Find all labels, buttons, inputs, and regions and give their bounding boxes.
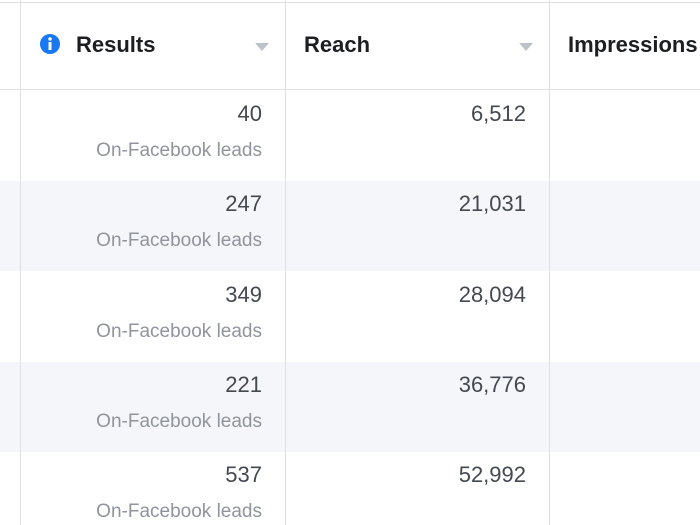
results-value: 221 — [225, 371, 262, 397]
table-row: 247 On-Facebook leads 21,031 — [0, 181, 700, 272]
result-type: On-Facebook leads — [96, 501, 262, 523]
results-value: 247 — [225, 191, 262, 217]
result-type: On-Facebook leads — [96, 230, 262, 252]
results-value: 537 — [225, 462, 262, 488]
table-row: 40 On-Facebook leads 6,512 — [0, 91, 700, 181]
reach-value: 21,031 — [458, 191, 526, 217]
reach-value: 52,992 — [458, 462, 526, 488]
reach-value: 36,776 — [458, 371, 526, 397]
column-border — [20, 0, 21, 525]
reach-value: 28,094 — [458, 281, 526, 307]
column-header[interactable]: Results — [76, 32, 156, 57]
result-type: On-Facebook leads — [96, 140, 262, 161]
column-header[interactable]: Reach — [304, 32, 371, 57]
sort-caret[interactable] — [254, 42, 270, 52]
result-type: On-Facebook leads — [96, 410, 262, 432]
column-header[interactable]: Impressions — [568, 32, 698, 57]
result-type: On-Facebook leads — [96, 320, 262, 342]
table-row: 221 On-Facebook leads 36,776 — [0, 361, 700, 452]
info-icon[interactable] — [39, 33, 61, 55]
column-border — [549, 0, 550, 525]
column-border — [285, 0, 286, 525]
header-bottom-border — [0, 89, 700, 90]
table-row: 537 On-Facebook leads 52,992 — [0, 452, 700, 525]
sort-caret[interactable] — [518, 42, 534, 52]
results-value: 40 — [237, 101, 262, 126]
header-top-border — [0, 2, 700, 3]
reach-value: 6,512 — [470, 101, 526, 126]
table-row: 349 On-Facebook leads 28,094 — [0, 272, 700, 362]
results-value: 349 — [225, 281, 262, 307]
